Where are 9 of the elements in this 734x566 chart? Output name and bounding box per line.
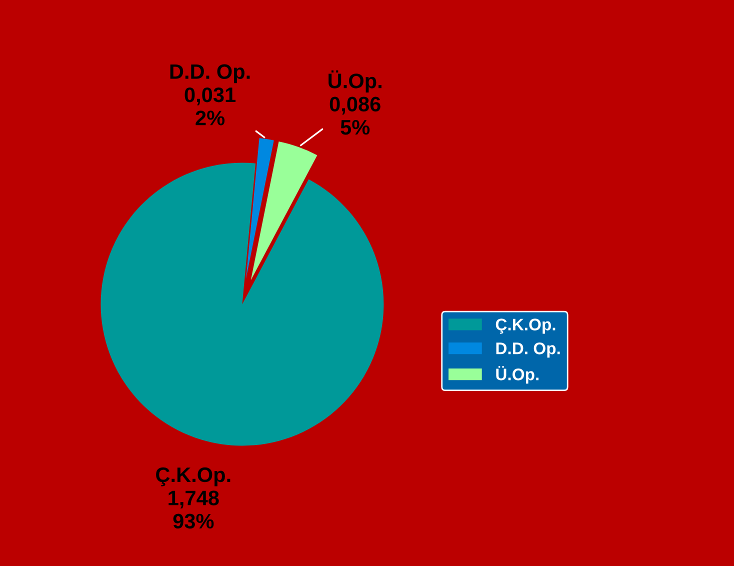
- legend-label: D.D. Op.: [496, 342, 560, 358]
- slice-label: Ç.K.Op.: [156, 467, 230, 486]
- data-label: 0,031 2%: [184, 87, 236, 126]
- data-label: 0,086 5%: [330, 96, 380, 135]
- slice-label: Ü.Op.: [328, 70, 382, 92]
- legend-label: Ç.K.Op.: [496, 318, 556, 334]
- data-label: 1,748 93%: [168, 490, 219, 529]
- slice-label: D.D. Op.: [170, 64, 250, 84]
- legend-label: Ü.Op.: [496, 366, 538, 384]
